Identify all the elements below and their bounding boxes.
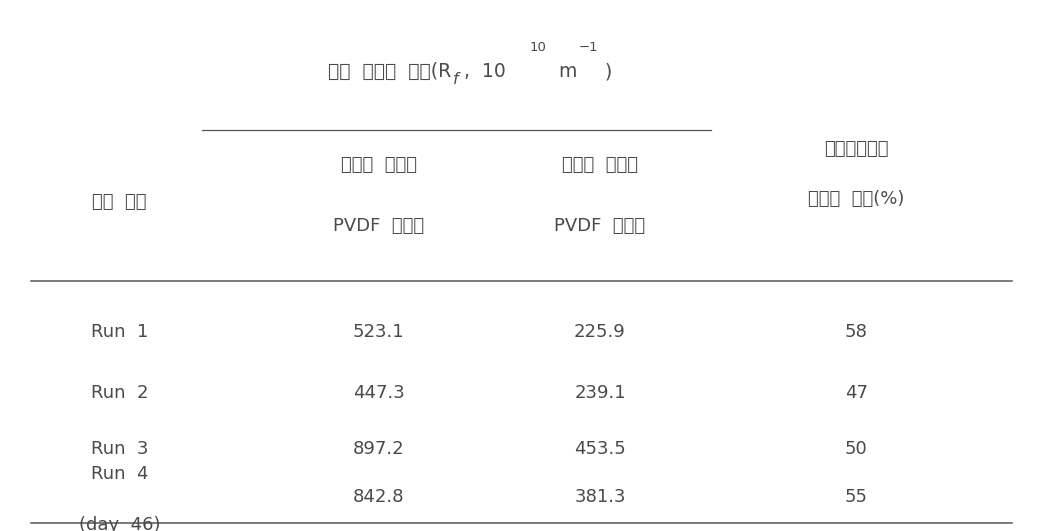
Text: 447.3: 447.3 [353, 384, 405, 402]
Text: Run  4: Run 4 [90, 465, 148, 483]
Text: 225.9: 225.9 [574, 323, 626, 341]
Text: (day  46): (day 46) [79, 516, 160, 531]
Text: PVDF  분리막: PVDF 분리막 [554, 217, 646, 235]
Text: Run  3: Run 3 [90, 440, 148, 458]
Text: m: m [558, 62, 577, 81]
Text: 10: 10 [529, 41, 546, 54]
Text: ): ) [604, 62, 611, 81]
Text: Run  2: Run 2 [90, 384, 148, 402]
Text: 47: 47 [845, 384, 868, 402]
Text: 453.5: 453.5 [574, 440, 626, 458]
Text: 842.8: 842.8 [353, 488, 405, 506]
Text: 상업용  친수성: 상업용 친수성 [340, 156, 417, 174]
Text: f: f [453, 72, 458, 87]
Text: 전체  막오염  저항(R: 전체 막오염 저항(R [328, 62, 452, 81]
Text: 897.2: 897.2 [353, 440, 405, 458]
Text: 운전  조건: 운전 조건 [92, 193, 146, 211]
Text: Run  1: Run 1 [90, 323, 148, 341]
Text: PVDF  분리막: PVDF 분리막 [333, 217, 425, 235]
Text: 381.3: 381.3 [574, 488, 626, 506]
Text: 50: 50 [845, 440, 868, 458]
Text: 58: 58 [845, 323, 868, 341]
Text: 바이오파울링: 바이오파울링 [824, 140, 889, 158]
Text: 239.1: 239.1 [574, 384, 626, 402]
Text: ,  10: , 10 [464, 62, 506, 81]
Text: 523.1: 523.1 [353, 323, 405, 341]
Text: 친수화  개질된: 친수화 개질된 [562, 156, 638, 174]
Text: 오염도  저감(%): 오염도 저감(%) [809, 190, 904, 208]
Text: 55: 55 [845, 488, 868, 506]
Text: −1: −1 [578, 41, 598, 54]
